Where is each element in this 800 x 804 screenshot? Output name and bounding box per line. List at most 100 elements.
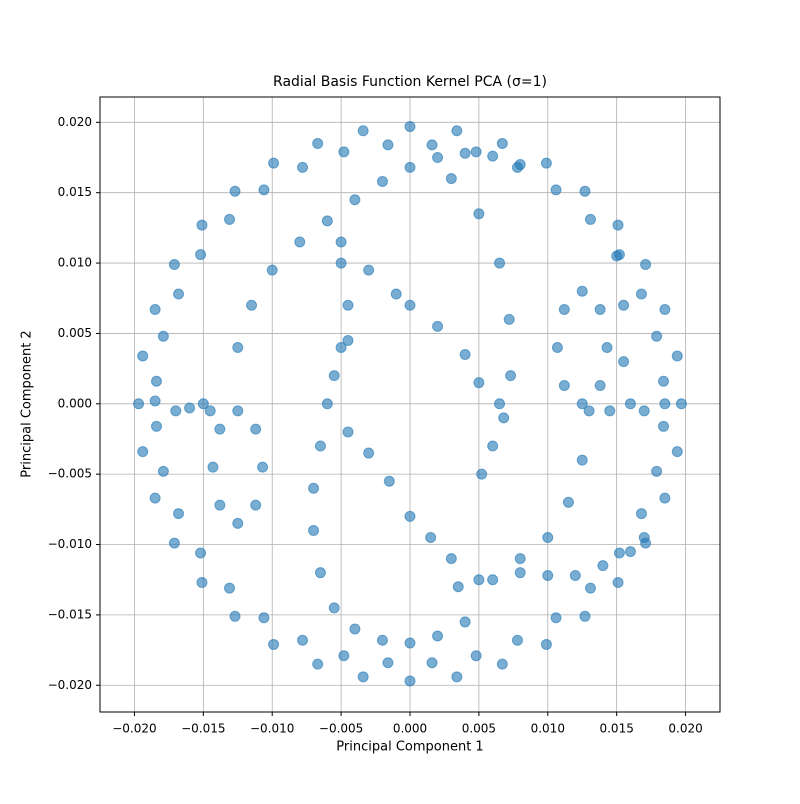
point: [207, 461, 219, 473]
point: [473, 208, 485, 220]
point: [579, 185, 591, 197]
point: [133, 398, 145, 410]
point: [258, 184, 270, 196]
point: [584, 213, 596, 225]
point: [338, 146, 350, 158]
point: [232, 342, 244, 354]
point: [382, 657, 394, 669]
point: [338, 650, 350, 662]
point: [173, 288, 185, 300]
point: [503, 313, 515, 325]
point: [550, 184, 562, 196]
point: [404, 510, 416, 522]
y-tick-label: −0.020: [48, 678, 92, 692]
point: [321, 215, 333, 227]
point: [540, 638, 552, 650]
point: [382, 139, 394, 151]
point: [583, 405, 595, 417]
point: [496, 658, 508, 670]
point: [342, 299, 354, 311]
point: [150, 375, 162, 387]
x-tick-label: −0.015: [181, 722, 225, 736]
point: [335, 236, 347, 248]
point: [476, 468, 488, 480]
point: [229, 610, 241, 622]
point: [551, 342, 563, 354]
point: [308, 524, 320, 536]
point: [635, 288, 647, 300]
point: [137, 350, 149, 362]
point: [250, 423, 262, 435]
x-tick-label: 0.010: [531, 722, 565, 736]
point: [618, 356, 630, 368]
x-tick-label: 0.005: [462, 722, 496, 736]
point: [170, 405, 182, 417]
point: [195, 249, 207, 261]
point: [445, 553, 457, 565]
point: [214, 499, 226, 511]
ticks: −0.020 −0.015 −0.010 −0.005 0.000 0.005 0.010 0…: [48, 115, 703, 736]
point: [550, 612, 562, 624]
point: [651, 330, 663, 342]
y-axis-label: Principal Component 2: [20, 330, 35, 477]
point: [505, 370, 517, 382]
point: [659, 304, 671, 316]
point: [383, 475, 395, 487]
point: [266, 264, 278, 276]
point: [659, 398, 671, 410]
x-tick-label: 0.020: [668, 722, 702, 736]
point: [611, 250, 623, 262]
point: [376, 175, 388, 187]
point: [168, 258, 180, 270]
point: [659, 492, 671, 504]
point: [308, 482, 320, 494]
y-tick-label: 0.000: [58, 396, 92, 410]
point: [675, 398, 687, 410]
point: [425, 531, 437, 543]
point: [558, 304, 570, 316]
point: [357, 671, 369, 683]
point: [576, 398, 588, 410]
point: [335, 342, 347, 354]
y-tick-label: 0.015: [58, 185, 92, 199]
point: [540, 157, 552, 169]
point: [562, 496, 574, 508]
x-tick-label: −0.020: [112, 722, 156, 736]
point: [445, 173, 457, 185]
point: [651, 465, 663, 477]
point: [404, 637, 416, 649]
point: [342, 334, 354, 346]
point: [459, 349, 471, 361]
point: [624, 398, 636, 410]
point: [246, 299, 258, 311]
point: [569, 569, 581, 581]
point: [196, 577, 208, 589]
point: [576, 454, 588, 466]
point: [594, 380, 606, 392]
point: [204, 405, 216, 417]
point: [257, 461, 269, 473]
point: [473, 377, 485, 389]
point: [511, 634, 523, 646]
point: [494, 398, 506, 410]
point: [542, 569, 554, 581]
x-tick-label: −0.005: [319, 722, 363, 736]
point: [470, 650, 482, 662]
x-tick-label: −0.010: [250, 722, 294, 736]
point: [196, 219, 208, 231]
point: [452, 581, 464, 593]
x-tick-label: 0.000: [393, 722, 427, 736]
points: [133, 121, 687, 687]
point: [459, 147, 471, 159]
point: [224, 582, 236, 594]
y-tick-label: 0.010: [58, 256, 92, 270]
point: [390, 288, 402, 300]
point: [297, 634, 309, 646]
point: [671, 446, 683, 458]
point: [404, 675, 416, 687]
point: [604, 405, 616, 417]
point: [349, 623, 361, 635]
y-tick-label: 0.020: [58, 115, 92, 129]
point: [496, 137, 508, 149]
point: [514, 567, 526, 579]
